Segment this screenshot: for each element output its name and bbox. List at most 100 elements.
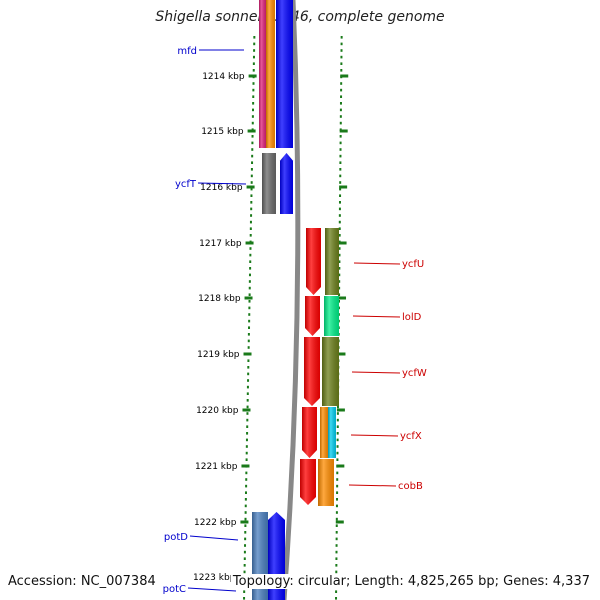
- left-track-dot: [246, 432, 249, 435]
- major-tick-right: [339, 185, 348, 189]
- right-track-dot: [338, 293, 341, 296]
- left-track-dot: [248, 286, 251, 290]
- right-track-dot: [340, 95, 343, 98]
- right-track-dot: [339, 187, 342, 191]
- right-track-dot: [340, 88, 343, 92]
- left-track-dot: [248, 306, 251, 310]
- gene-ycfX-orange: [320, 407, 328, 458]
- left-track-dot: [253, 42, 256, 46]
- right-track-dot: [336, 498, 339, 501]
- right-track-dot: [339, 168, 342, 171]
- major-tick-right: [337, 352, 346, 356]
- left-track-dot: [244, 498, 247, 501]
- gene-cobB-red-shade: [300, 459, 316, 505]
- major-tick-right: [336, 408, 345, 412]
- gene-ycfW-olive: [322, 337, 339, 406]
- left-track-dot: [250, 214, 253, 217]
- left-track-dot: [249, 267, 252, 270]
- left-track-dot: [248, 326, 251, 329]
- gene-ycfW-olive-shade: [322, 337, 339, 406]
- gene-magenta: [259, 0, 266, 148]
- right-track-dot: [339, 154, 342, 158]
- right-track-dot: [340, 62, 343, 65]
- left-track-dot: [244, 544, 247, 547]
- gene-label-lolD: lolD: [402, 312, 422, 323]
- right-track-dot: [336, 445, 339, 448]
- left-track-dot: [244, 511, 247, 514]
- left-track-dot: [251, 121, 254, 125]
- major-tick-left: [244, 296, 253, 300]
- right-track-dot: [339, 115, 342, 118]
- right-track-dot: [340, 36, 343, 39]
- major-tick-left: [242, 408, 251, 412]
- left-track-dot: [246, 399, 249, 402]
- major-tick-left: [240, 520, 249, 524]
- gene-ycfT-gray-shade: [262, 153, 276, 214]
- right-track-dot: [335, 570, 338, 574]
- left-track-dot: [249, 220, 252, 224]
- left-track-dot: [244, 531, 247, 534]
- accession-label: Accession: NC_007384: [6, 574, 158, 589]
- left-track-dot: [244, 491, 247, 494]
- left-track-dot: [252, 82, 255, 85]
- left-track-dot: [252, 102, 255, 105]
- left-track-dot: [248, 300, 251, 303]
- tick-label: 1218 kbp: [198, 294, 241, 304]
- left-track-dot: [244, 524, 247, 527]
- left-track-dot: [245, 445, 248, 448]
- gene-label-ycfT: ycfT: [175, 179, 197, 190]
- right-track-dot: [336, 458, 339, 461]
- left-track-dot: [247, 346, 250, 349]
- right-track-dot: [336, 438, 339, 442]
- right-track-dot: [336, 418, 339, 422]
- left-track-dot: [251, 141, 254, 145]
- left-track-dot: [250, 174, 253, 178]
- left-track-dot: [248, 273, 251, 277]
- gene-orange-top: [266, 0, 275, 148]
- right-track-dot: [336, 451, 339, 455]
- tick-label: 1219 kbp: [197, 350, 240, 360]
- right-track-dot: [339, 161, 342, 164]
- right-track-dot: [338, 207, 341, 211]
- gene-lolD-green-shade: [324, 296, 339, 336]
- right-track-dot: [338, 253, 341, 257]
- gene-label-ycfU: ycfU: [402, 259, 424, 270]
- right-track-dot: [335, 564, 338, 567]
- left-track-dot: [251, 154, 254, 158]
- left-track-dot: [243, 597, 246, 600]
- left-track-dot: [244, 537, 247, 541]
- right-track-dot: [338, 286, 341, 290]
- left-track-dot: [251, 148, 254, 151]
- gene-label-ycfW: ycfW: [402, 368, 427, 379]
- major-tick-left: [241, 464, 250, 468]
- leader-line-potD: [189, 535, 239, 541]
- left-track-dot: [251, 135, 254, 138]
- right-track-dot: [339, 148, 342, 151]
- left-track-dot: [243, 550, 246, 554]
- left-track-dot: [253, 49, 256, 52]
- gene-ycfU-red: [306, 228, 321, 295]
- right-track-dot: [335, 557, 338, 560]
- left-track-dot: [251, 115, 254, 118]
- right-track-dot: [335, 544, 338, 547]
- left-track-dot: [253, 36, 256, 39]
- left-track-dot: [247, 379, 250, 382]
- left-track-dot: [246, 418, 249, 422]
- right-track-dot: [340, 69, 343, 72]
- right-track-dot: [336, 432, 339, 435]
- left-track-dot: [247, 333, 250, 336]
- right-track-dot: [335, 531, 338, 534]
- gene-label-potC: potC: [163, 584, 186, 595]
- left-track-dot: [252, 108, 255, 112]
- left-track-dot: [250, 207, 253, 211]
- tick-label: 1220 kbp: [196, 406, 239, 416]
- gene-ycfU-olive-shade: [325, 228, 339, 295]
- right-track-dot: [336, 478, 339, 481]
- leader-line-lolD: [352, 315, 401, 318]
- left-track-dot: [249, 234, 252, 237]
- left-track-dot: [247, 372, 250, 376]
- gene-mfd-blue-shade: [276, 0, 293, 148]
- major-tick-left: [243, 352, 252, 356]
